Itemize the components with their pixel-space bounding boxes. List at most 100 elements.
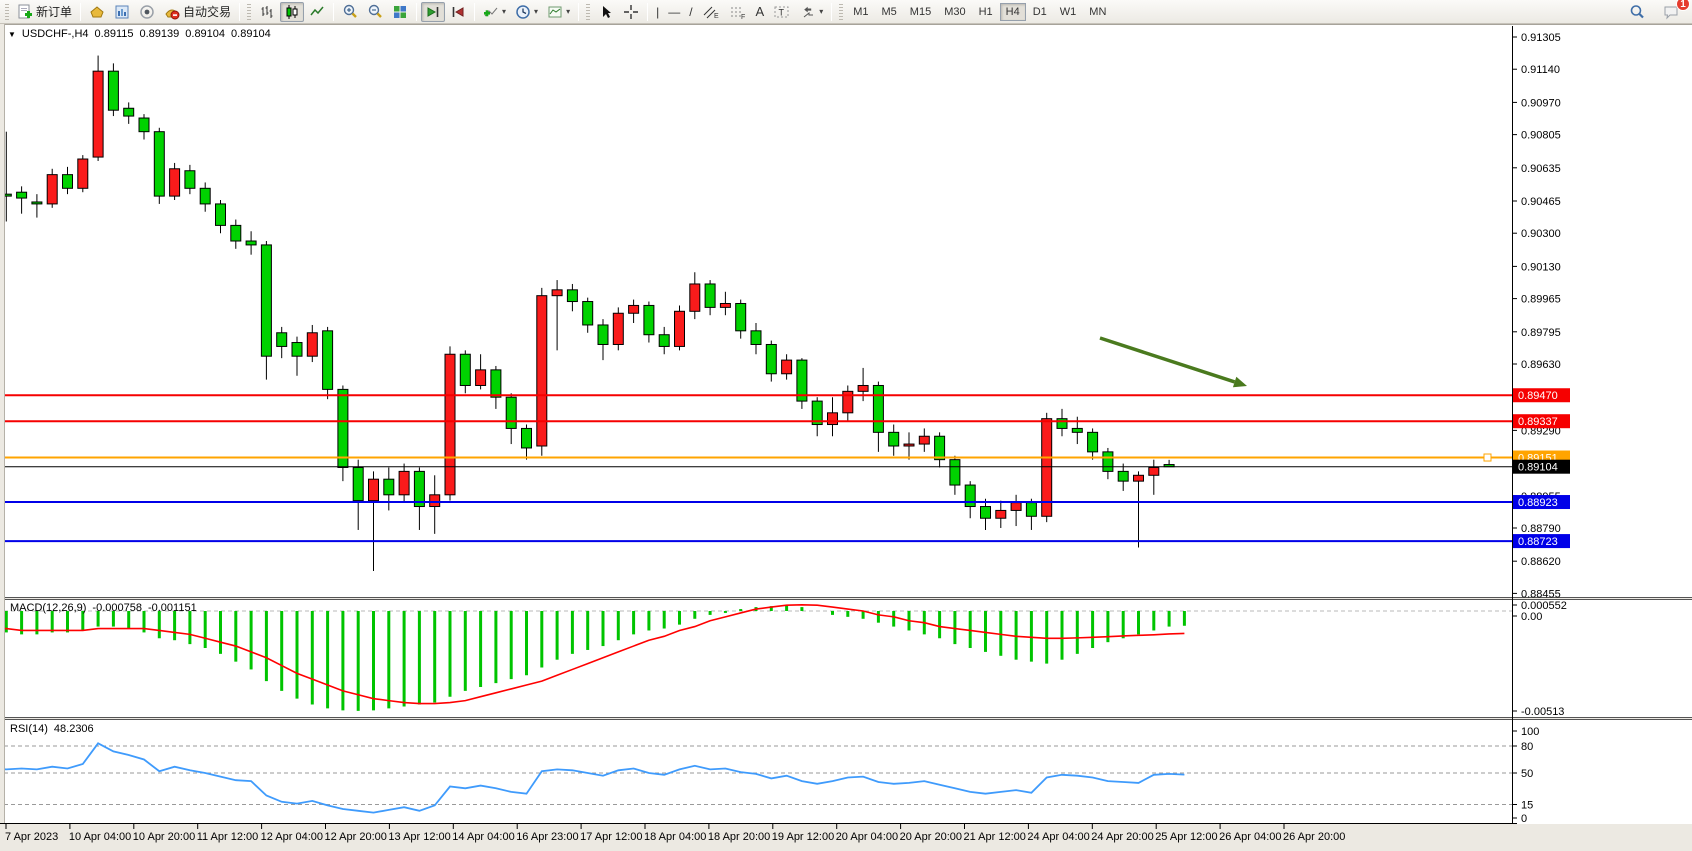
candle-body: [674, 310, 685, 347]
notifications-button[interactable]: 1: [1659, 0, 1690, 22]
candle-body: [215, 203, 226, 226]
candle-body: [413, 470, 425, 508]
svg-text:0.88455: 0.88455: [1521, 588, 1561, 600]
candle-body: [490, 369, 502, 398]
svg-text:0.90635: 0.90635: [1521, 163, 1561, 175]
timeframe-d1-button[interactable]: D1: [1032, 5, 1047, 18]
line-handle: [1483, 453, 1492, 462]
crosshair-button[interactable]: [619, 2, 643, 22]
svg-text:17 Apr 12:00: 17 Apr 12:00: [580, 831, 642, 843]
svg-text:0.88723: 0.88723: [1518, 536, 1558, 548]
new-order-button[interactable]: 新订单: [13, 2, 76, 22]
macd-indicator-label: MACD(12,26,9) -0.000758 -0.001151: [10, 602, 197, 614]
svg-text:25 Apr 12:00: 25 Apr 12:00: [1155, 831, 1217, 843]
price-lines-layer[interactable]: [4, 394, 1512, 543]
chart-canvas[interactable]: 0.91305 0.91140 0.90970 0.90805 0.90635 0.904…: [0, 24, 1692, 851]
svg-text:20 Apr 20:00: 20 Apr 20:00: [900, 831, 962, 843]
toolbar-grip[interactable]: [839, 3, 844, 20]
timeframe-h1-button[interactable]: H1: [978, 5, 993, 18]
new-order-icon: [18, 4, 32, 18]
open-chart-button[interactable]: [110, 2, 134, 22]
chevron-down-icon: ▼: [8, 29, 16, 39]
zoom-out-button[interactable]: [363, 2, 387, 22]
quote-header[interactable]: ▼ USDCHF-,H4 0.89115 0.89139 0.89104 0.8…: [8, 28, 271, 40]
zoom-in-button[interactable]: [338, 2, 362, 22]
quote-low: 0.89104: [185, 28, 226, 40]
signals-icon: [140, 4, 154, 19]
candle-body: [123, 107, 135, 117]
toolbar-grip[interactable]: [247, 3, 252, 20]
indicators-button[interactable]: ▾: [479, 2, 510, 22]
cursor-icon: [603, 5, 612, 18]
candle-body: [765, 343, 777, 375]
candle-body: [888, 431, 900, 447]
line-chart-mode-button[interactable]: [305, 2, 329, 22]
bar-chart-icon: [261, 5, 273, 18]
candle-body: [291, 342, 303, 357]
arrows-tool-icon: [803, 6, 814, 17]
timeframe-m30-button[interactable]: M30: [944, 5, 966, 18]
symbol-period-label: USDCHF-,H4: [21, 28, 89, 40]
auto-scroll-button[interactable]: [421, 1, 446, 22]
fibonacci-button[interactable]: F: [725, 2, 751, 22]
text-label-button[interactable]: T: [769, 2, 795, 22]
periods-button[interactable]: ▾: [511, 2, 542, 22]
vertical-line-icon: |: [656, 4, 660, 19]
search-button[interactable]: [1625, 2, 1649, 22]
candle-body: [704, 283, 716, 308]
timeframe-mn-button[interactable]: MN: [1089, 5, 1107, 18]
toolbar-grip[interactable]: [5, 3, 9, 20]
horizontal-line-button[interactable]: —: [664, 2, 684, 22]
timeframe-m1-button[interactable]: M1: [853, 5, 869, 18]
templates-button[interactable]: ▾: [543, 2, 574, 22]
toolbar-grip[interactable]: [586, 3, 591, 20]
macd-value-main: -0.000758: [92, 602, 142, 614]
candle-body: [857, 384, 869, 392]
bar-chart-mode-button[interactable]: [255, 2, 279, 22]
arrows-tool-button[interactable]: ▾: [796, 2, 827, 22]
deposit-button[interactable]: [85, 2, 109, 22]
tile-windows-button[interactable]: [388, 2, 412, 22]
timeframe-m15-button[interactable]: M15: [909, 5, 932, 18]
trendline-button[interactable]: /: [685, 2, 696, 22]
price-line-label: [1513, 534, 1570, 549]
text-button[interactable]: A: [752, 2, 769, 22]
svg-text:24 Apr 04:00: 24 Apr 04:00: [1027, 831, 1089, 843]
timeframe-m5-button[interactable]: M5: [881, 5, 897, 18]
rsi-axis: 100 80 50 150: [1512, 726, 1539, 825]
candle-body: [949, 459, 961, 486]
template-icon: [548, 6, 562, 17]
signals-button[interactable]: [135, 2, 159, 22]
svg-text:0.90130: 0.90130: [1521, 261, 1561, 273]
svg-text:0.91140: 0.91140: [1521, 64, 1560, 76]
svg-text:15: 15: [1521, 800, 1533, 812]
candlestick-mode-button[interactable]: [280, 1, 305, 22]
chart-shift-button[interactable]: [446, 2, 470, 22]
auto-scroll-icon: [427, 6, 439, 17]
vertical-line-button[interactable]: |: [652, 2, 663, 22]
svg-text:0.90465: 0.90465: [1521, 196, 1561, 208]
timeframe-w1-button[interactable]: W1: [1059, 5, 1077, 18]
text-icon: A: [755, 4, 765, 19]
svg-text:7 Apr 2023: 7 Apr 2023: [5, 831, 58, 843]
autotrading-button[interactable]: 自动交易: [160, 2, 235, 22]
zoom-in-icon: [343, 4, 357, 18]
panel-frame: [0, 24, 1692, 851]
cursor-button[interactable]: [594, 2, 618, 22]
timeframe-h4-button[interactable]: H4: [999, 2, 1026, 21]
svg-text:12 Apr 20:00: 12 Apr 20:00: [325, 831, 387, 843]
arrow-annotation[interactable]: [1099, 336, 1247, 388]
quote-open: 0.89115: [94, 28, 134, 40]
price-line-label: [1513, 495, 1570, 510]
candle-body: [995, 509, 1007, 519]
fibonacci-icon: F: [730, 7, 745, 20]
candle-body: [796, 359, 808, 402]
svg-text:18 Apr 20:00: 18 Apr 20:00: [708, 831, 770, 843]
candle-body: [429, 494, 441, 508]
candle-body: [184, 170, 196, 189]
candle-body: [444, 353, 456, 496]
channel-button[interactable]: E: [698, 2, 724, 22]
svg-text:-0.00513: -0.00513: [1521, 706, 1564, 718]
zoom-out-icon: [368, 4, 382, 18]
candle-body: [918, 435, 930, 445]
